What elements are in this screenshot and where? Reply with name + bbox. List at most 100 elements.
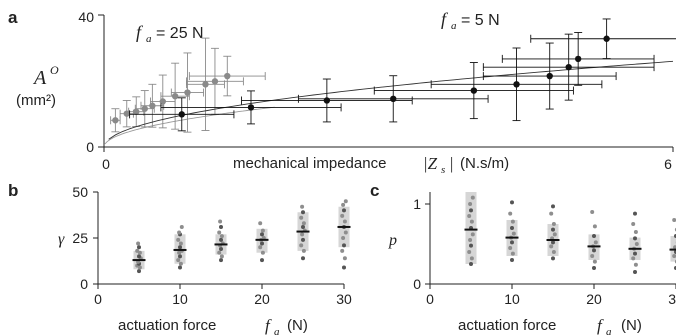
panel-c-data-point — [551, 204, 555, 209]
panel-b-data-point — [219, 247, 223, 252]
panel-c-data-point — [633, 211, 637, 216]
panel-c-data-point — [634, 242, 639, 246]
panel-b-data-point — [178, 241, 183, 246]
panel-c-data-point — [470, 232, 475, 237]
data-point-f5 — [390, 95, 397, 103]
data-point-f5 — [546, 72, 553, 80]
panel-b-data-point — [301, 237, 305, 242]
panel-b-data-point — [301, 221, 306, 226]
panel-b-data-point — [260, 241, 264, 246]
panel-b-y-tick-label: 25 — [72, 230, 88, 246]
panel-c-data-point — [592, 224, 597, 229]
c-x-label-sub: a — [606, 326, 612, 335]
b-x-label-unit: (N) — [287, 317, 308, 334]
panel-c-data-point — [551, 250, 556, 254]
panel-c-data-point — [508, 211, 513, 216]
a-series-25-value: = 25 N — [156, 25, 204, 42]
panel-c-data-point — [469, 243, 473, 248]
a-y-label-unit: (mm²) — [16, 92, 56, 109]
a-y-label: A O (mm²) — [16, 63, 59, 109]
panel-b-data-point — [300, 232, 305, 237]
panel-c-data-point — [508, 246, 513, 250]
panel-b-data-point — [341, 236, 346, 240]
data-point-f5 — [603, 35, 610, 42]
data-point-f25 — [202, 81, 209, 88]
panel-c-data-point — [470, 195, 475, 200]
panel-b-data-point — [218, 219, 223, 224]
data-point-f5 — [323, 97, 331, 104]
panel-c-data-point — [592, 266, 596, 270]
panel-b-data-point — [219, 234, 224, 239]
panel-c-data-point — [469, 262, 473, 266]
panel-c-data-point — [590, 254, 595, 258]
panel-c-data-point — [672, 218, 676, 222]
panel-b-data-point — [340, 248, 345, 253]
panel-b-data-point — [258, 245, 263, 250]
panel-b-data-point — [260, 250, 265, 255]
a-series-25-symbol: f — [136, 22, 144, 42]
panel-c-data-point — [551, 256, 555, 261]
panel-b: b γ actuation force f a (N) 0 25 50 0 10 20 30 — [8, 181, 352, 335]
panel-b-data-point — [137, 269, 141, 274]
a-plot-area — [104, 18, 676, 145]
fit-curve-f5 — [108, 60, 674, 140]
panel-c-data-point — [672, 254, 676, 258]
panel-c-data-point — [510, 258, 514, 262]
panel-c-x-tick-label: 10 — [504, 291, 520, 307]
a-series-5-sub: a — [451, 20, 457, 32]
data-point-f5 — [513, 81, 520, 88]
a-y-label-symbol: A — [32, 67, 47, 89]
panel-b-data-point — [300, 204, 305, 209]
b-x-label-text: actuation force — [118, 317, 216, 334]
data-point-f25 — [184, 89, 191, 96]
panel-c-data-point — [551, 240, 555, 245]
panel-c-data-point — [510, 226, 514, 230]
panel-b-data-point — [340, 213, 345, 218]
panel-c-data-point — [510, 251, 515, 256]
panel-c-data-point — [631, 222, 636, 226]
panel-c-data-point — [633, 270, 637, 274]
panel-c-data-point — [633, 251, 637, 256]
b-x-label-sub: a — [274, 326, 280, 335]
panel-label-c: c — [370, 181, 379, 200]
panel-b-y-tick-label: 50 — [72, 184, 88, 200]
panel-c-x-tick-label: 30 — [668, 291, 676, 307]
panel-c-data-point — [633, 262, 638, 267]
c-x-label: actuation force f a (N) — [458, 316, 642, 335]
data-point-f5 — [574, 55, 582, 63]
panel-c-data-point — [511, 231, 516, 236]
panel-c-data-point — [590, 210, 595, 214]
panel-b-data-point — [343, 199, 348, 204]
panel-b-data-point — [299, 243, 304, 248]
panel-c-y-tick-label: 1 — [413, 196, 421, 212]
c-x-label-symbol: f — [597, 316, 604, 335]
panel-c-data-point — [592, 259, 597, 264]
panel-c-data-point — [468, 202, 473, 206]
data-point-f5 — [247, 104, 255, 111]
panel-b-data-point — [219, 237, 223, 242]
b-plot-area: 0 25 50 0 10 20 30 — [72, 184, 352, 307]
a-x-label-sub: s — [441, 164, 445, 176]
panel-b-data-point — [260, 228, 265, 233]
a-legend-series-25: f a = 25 N — [136, 22, 204, 45]
panel-c-data-point — [631, 256, 636, 261]
panel-b-data-point — [342, 256, 347, 261]
panel-b-data-point — [217, 250, 222, 255]
panel-c: c p actuation force f a (N) 010102030 — [370, 181, 676, 335]
panel-c-data-point — [633, 236, 637, 241]
panel-c-data-point — [469, 208, 473, 213]
panel-b-data-point — [217, 230, 222, 235]
panel-c-data-point — [510, 200, 514, 205]
data-point-f25 — [211, 78, 219, 85]
panel-c-data-point — [469, 219, 474, 224]
panel-c-data-point — [549, 244, 554, 249]
panel-c-y-tick-label: 0 — [413, 276, 421, 292]
panel-c-data-point — [551, 222, 556, 226]
panel-c-x-tick-label: 0 — [426, 291, 434, 307]
panel-b-data-point — [137, 254, 141, 259]
panel-c-data-point — [552, 232, 557, 237]
panel-b-data-point — [341, 202, 346, 207]
a-y-tick-label-40: 40 — [78, 9, 94, 25]
panel-b-data-point — [219, 224, 223, 229]
